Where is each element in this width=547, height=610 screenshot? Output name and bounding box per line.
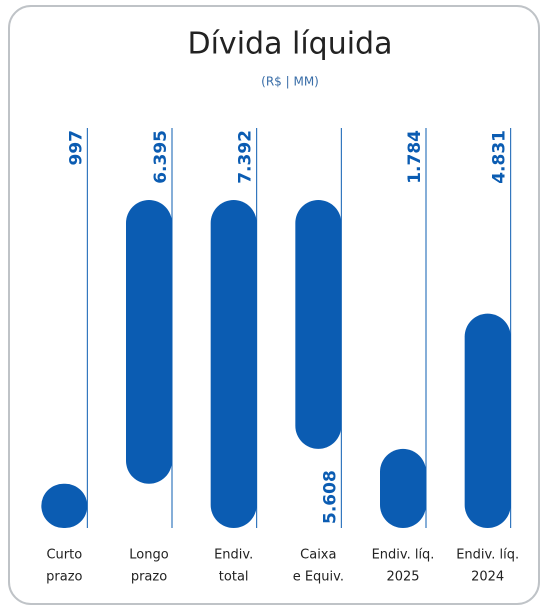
- x-tick-label: Longo: [129, 548, 168, 563]
- value-label: 5.608: [320, 470, 340, 524]
- bar: [126, 200, 172, 484]
- x-tick-label: 2025: [386, 570, 419, 585]
- chart-title: Dívida líquida: [188, 27, 393, 62]
- value-label: 1.784: [405, 130, 425, 184]
- x-tick-label: 2024: [471, 570, 504, 585]
- x-tick-label: prazo: [46, 570, 82, 585]
- x-tick-label: Curto: [46, 548, 82, 563]
- x-tick-label: total: [219, 570, 249, 585]
- bar: [210, 200, 257, 528]
- bar: [380, 448, 426, 528]
- x-tick-label: Endiv.: [214, 548, 253, 563]
- panel: [8, 5, 540, 605]
- value-label: 4.831: [490, 130, 510, 184]
- value-label: 7.392: [236, 130, 256, 184]
- x-tick-label: e Equiv.: [293, 570, 344, 585]
- x-tick-label: Endiv. líq.: [372, 548, 435, 563]
- bar: [295, 200, 342, 449]
- value-label: 6.395: [151, 130, 171, 184]
- x-tick-label: Endiv. líq.: [456, 548, 519, 563]
- x-tick-label: Caixa: [300, 548, 336, 563]
- chart-subtitle: (R$ | MM): [261, 75, 319, 89]
- bar: [464, 313, 511, 528]
- value-label: 997: [66, 130, 86, 166]
- x-tick-label: prazo: [131, 570, 167, 585]
- bar: [41, 483, 88, 528]
